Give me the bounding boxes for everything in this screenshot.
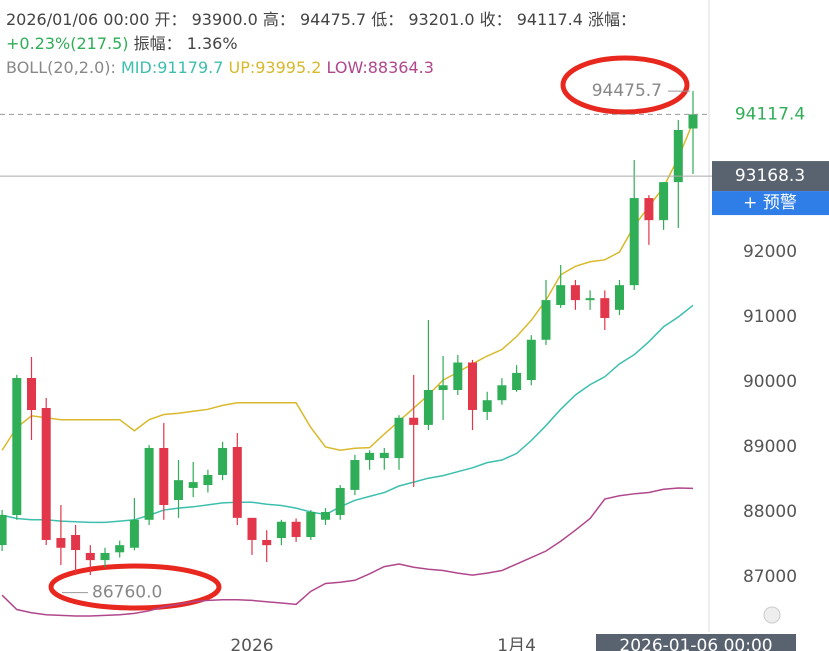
candle-body [262, 539, 272, 546]
candle-body [41, 408, 51, 540]
crosshair-time: 2026-01-06 00:00 [619, 636, 772, 651]
candle-body [115, 545, 125, 553]
legend-name: MID: [120, 58, 158, 77]
candle-body [394, 417, 404, 459]
candle-body [291, 521, 301, 538]
header-field-name: 涨幅： [588, 10, 637, 29]
candle-body [556, 285, 566, 305]
candle-body [203, 474, 213, 486]
boll-line [1, 304, 694, 524]
candle-body [438, 385, 448, 391]
candle-body [306, 512, 316, 538]
candle-body [365, 452, 375, 461]
candle-body [453, 362, 463, 391]
candle-body [232, 447, 242, 518]
candle-body [350, 460, 360, 490]
candle-body [129, 519, 139, 548]
plot [0, 91, 698, 617]
candle-body [12, 377, 22, 515]
y-tick-label: 92000 [743, 242, 797, 262]
boll-line [1, 122, 694, 452]
candle-body [159, 447, 169, 505]
alert-button[interactable] [712, 191, 829, 216]
alert-button-label[interactable]: + 预警 [743, 193, 797, 213]
candle-body [629, 198, 639, 286]
candle-body [512, 372, 522, 391]
header-field-name: 高： [262, 10, 295, 29]
candle-body [174, 480, 183, 500]
highlight-ellipse [48, 563, 222, 611]
min-annotation: 86760.0 [92, 583, 162, 603]
candle-body [71, 535, 81, 551]
candle-body [85, 552, 95, 561]
header-field-value: 94117.4 [516, 10, 583, 29]
last-price-bg [712, 101, 829, 128]
crosshair-price: 93168.3 [735, 166, 805, 186]
candle-body [541, 300, 551, 340]
boll-line [1, 487, 694, 617]
legend-name: LOW: [326, 58, 368, 77]
y-tick-label: 90000 [743, 372, 797, 392]
y-tick-label: 87000 [743, 567, 797, 587]
header-field-name: 开： [154, 10, 187, 29]
candle-body [247, 517, 257, 540]
legend-value: 91179.7 [157, 58, 224, 77]
candle-body [468, 362, 477, 410]
candle-body [276, 521, 286, 539]
header: 2026/01/06 00:00 开： 93900.0 高： 94475.7 低… [6, 8, 706, 80]
candle-body [188, 482, 198, 488]
candle-body [673, 130, 683, 183]
header-field-value: 1.36% [186, 34, 238, 53]
candle-body [218, 447, 228, 475]
candle-body [526, 339, 536, 381]
highlight-ellipse [560, 55, 690, 115]
candle-body [585, 298, 595, 301]
header-field-value: 94475.7 [300, 10, 367, 29]
candle-body [644, 198, 654, 221]
legend-value: 93995.2 [255, 58, 322, 77]
legend-value: 88364.3 [367, 58, 434, 77]
y-tick-label: 89000 [743, 437, 797, 457]
candle-body [27, 377, 36, 411]
candle-body [570, 285, 580, 301]
header-field-value: 93201.0 [408, 10, 475, 29]
candle-body [688, 114, 698, 129]
y-tick-label: 88000 [743, 502, 797, 522]
candle-body [379, 452, 389, 459]
candle-body [321, 512, 330, 520]
crosshair-time-box [596, 634, 796, 651]
candle-body [482, 400, 492, 412]
candle-body [144, 447, 154, 520]
x-tick-label: 2026 [230, 636, 273, 651]
candle-body [615, 285, 624, 310]
candle-body [600, 298, 610, 318]
x-tick-label: 1月4 [497, 636, 536, 651]
candle-body [409, 417, 419, 425]
candle-body [423, 390, 433, 425]
indicator-name: BOLL(20,2.0): [6, 58, 116, 77]
candle-body [335, 487, 345, 515]
header-field-name: 低： [371, 10, 404, 29]
y-tick-label: 91000 [743, 307, 797, 327]
header-field-value: +0.23%(217.5) [6, 34, 129, 53]
header-field-value: 93900.0 [191, 10, 258, 29]
candle-body [659, 182, 669, 221]
settings-icon[interactable] [763, 606, 781, 624]
crosshair-price-box [712, 161, 829, 192]
candle-body [497, 385, 507, 401]
last-price-label: 94117.4 [735, 104, 805, 124]
header-time: 2026/01/06 00:00 [6, 10, 150, 29]
max-annotation: 94475.7 [592, 81, 662, 101]
candle-body [100, 552, 110, 561]
candle-body [0, 514, 7, 546]
header-field-name: 振幅： [133, 34, 182, 53]
header-field-name: 收： [479, 10, 512, 29]
candle-body [56, 538, 66, 548]
legend-name: UP: [228, 58, 256, 77]
